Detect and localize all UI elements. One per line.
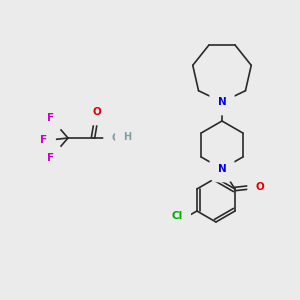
Text: N: N	[218, 97, 226, 107]
Text: O: O	[112, 133, 120, 143]
Text: Cl: Cl	[171, 211, 183, 221]
Text: O: O	[256, 182, 264, 192]
Text: F: F	[47, 153, 55, 163]
Text: F: F	[47, 113, 55, 123]
Text: F: F	[40, 135, 48, 145]
Text: N: N	[218, 164, 226, 174]
Text: H: H	[123, 132, 131, 142]
Text: O: O	[93, 107, 101, 117]
